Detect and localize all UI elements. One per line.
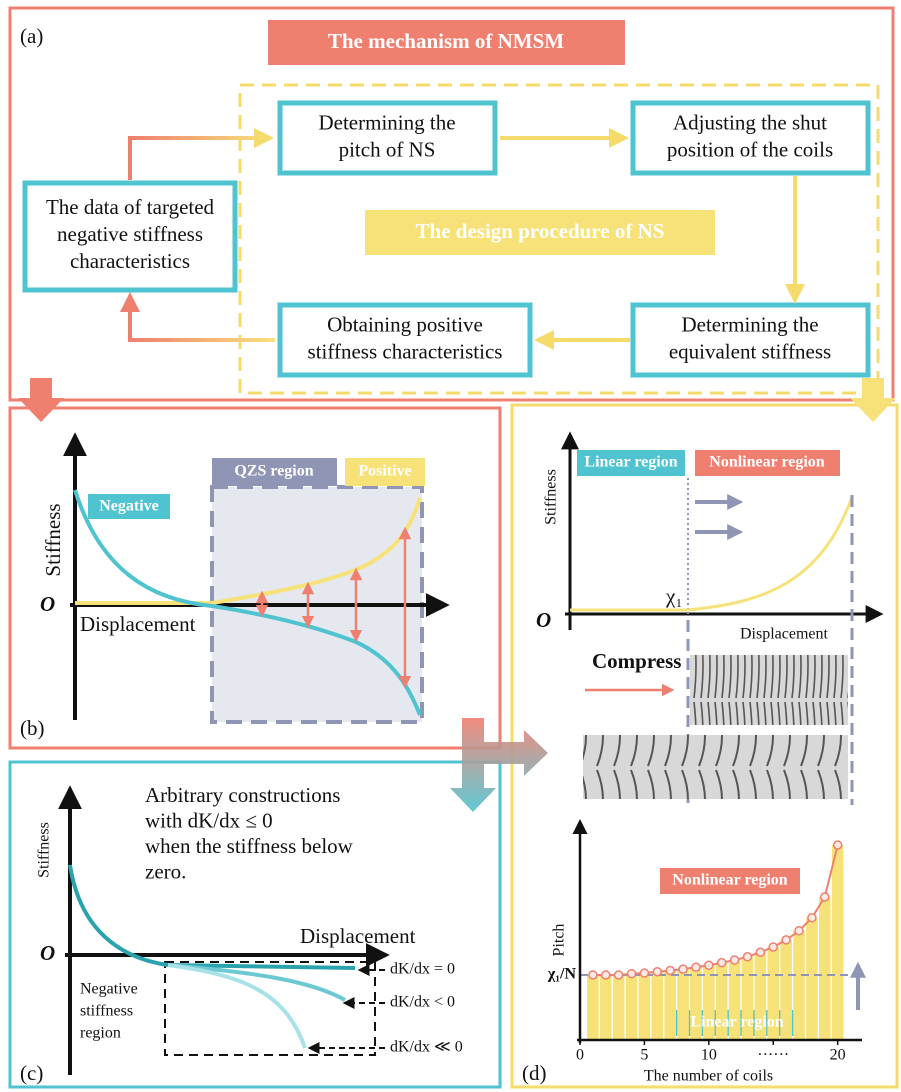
bar <box>587 975 599 1040</box>
axis-label: Stiffness <box>41 503 65 576</box>
pitch-point <box>653 968 661 976</box>
note-text: when the stiffness below <box>145 834 354 858</box>
subtitle: The design procedure of NS <box>416 219 665 243</box>
tag-text: Nonlinear region <box>709 454 825 471</box>
origin: O <box>40 592 55 616</box>
pitch-point <box>718 959 726 967</box>
big-arrow <box>850 378 896 422</box>
pitch-point <box>782 936 790 944</box>
node-text: Obtaining positive <box>327 312 483 336</box>
bar <box>626 974 638 1040</box>
node-text: The data of targeted <box>46 195 215 219</box>
axis-label: Stiffness <box>543 469 560 525</box>
bar <box>793 931 805 1040</box>
pitch-point <box>808 914 816 922</box>
tag-text: Positive <box>358 463 411 480</box>
pitch-point <box>640 969 648 977</box>
node-text: Determining the <box>318 110 455 134</box>
node-text: equivalent stiffness <box>669 339 831 363</box>
pitch-point <box>795 927 803 935</box>
pitch-point <box>666 966 674 974</box>
bar <box>613 975 625 1040</box>
tag-text: Negative <box>99 498 159 515</box>
axis-label: Displacement <box>300 924 416 948</box>
x-tick-label: 5 <box>640 1047 648 1064</box>
pointer-arrows <box>310 970 385 1048</box>
note-text: Arbitrary constructions <box>145 783 340 807</box>
pitch-point <box>628 970 636 978</box>
compressed-spring <box>690 655 848 725</box>
x-axis-label: The number of coils <box>644 1068 773 1085</box>
shift-arrows <box>695 502 740 532</box>
curve-label: dK/dx ≪ 0 <box>390 1039 463 1056</box>
axis-label: Displacement <box>740 626 829 643</box>
panel-label: (d) <box>522 1061 547 1085</box>
node-text: Adjusting the shut <box>673 110 827 134</box>
tag-text: QZS region <box>234 463 313 480</box>
note-text: with dK/dx ≤ 0 <box>145 808 273 832</box>
y-axis-label: Pitch <box>551 924 568 957</box>
pitch-point <box>705 961 713 969</box>
curve-label: dK/dx = 0 <box>390 961 455 978</box>
pitch-point <box>589 971 597 979</box>
bar <box>832 845 844 1040</box>
region-text: stiffness <box>80 1003 133 1020</box>
x-tick-label: 10 <box>701 1047 717 1064</box>
region-text: region <box>80 1025 121 1042</box>
pitch-point <box>769 943 777 951</box>
origin: O <box>40 941 55 965</box>
x-tick-label: 0 <box>576 1047 584 1064</box>
node-text: stiffness characteristics <box>308 339 503 363</box>
node-text: characteristics <box>70 249 190 273</box>
curve-label: dK/dx < 0 <box>390 994 455 1011</box>
tag-text: Linear region <box>584 454 677 471</box>
y-tick-label: χ₁/N <box>547 966 577 983</box>
node-text: negative stiffness <box>57 222 203 246</box>
node-text: Determining the <box>681 312 818 336</box>
pitch-point <box>834 841 842 849</box>
pitch-point <box>602 971 610 979</box>
pitch-point <box>756 948 764 956</box>
free-spring <box>583 735 848 799</box>
node-text: pitch of NS <box>339 137 436 161</box>
panel-label: (b) <box>20 716 45 740</box>
bar <box>664 970 676 1040</box>
bar <box>600 975 612 1040</box>
origin: O <box>536 608 551 632</box>
title: The mechanism of NMSM <box>328 29 564 53</box>
x-tick-label: ······ <box>757 1047 789 1064</box>
panel-label: (a) <box>20 24 43 48</box>
tag-text: Nonlinear region <box>672 872 788 889</box>
pitch-point <box>679 965 687 973</box>
pitch-point <box>731 956 739 964</box>
panel-label: (c) <box>20 1061 43 1085</box>
pitch-point <box>743 953 751 961</box>
bar <box>806 918 818 1040</box>
pitch-point <box>692 963 700 971</box>
compress-text: Compress <box>592 649 681 673</box>
tag-text: Linear region <box>690 1014 783 1031</box>
bar <box>652 972 664 1040</box>
bar <box>819 897 831 1040</box>
stiffness-curve <box>570 497 852 610</box>
pitch-point <box>821 893 829 901</box>
region-text: Negative <box>80 981 138 998</box>
figure: (a) The mechanism of NMSM The design proce… <box>0 0 901 1092</box>
pitch-point <box>615 971 623 979</box>
node-text: position of the coils <box>667 137 833 161</box>
x1-label: χ₁ <box>665 584 683 608</box>
axis-label: Displacement <box>80 612 196 636</box>
bar <box>677 969 689 1040</box>
big-arrow <box>18 378 64 422</box>
x-tick-label: 20 <box>830 1047 846 1064</box>
axis-label: Stiffness <box>36 822 53 878</box>
bar <box>639 973 651 1040</box>
note-text: zero. <box>145 859 186 883</box>
